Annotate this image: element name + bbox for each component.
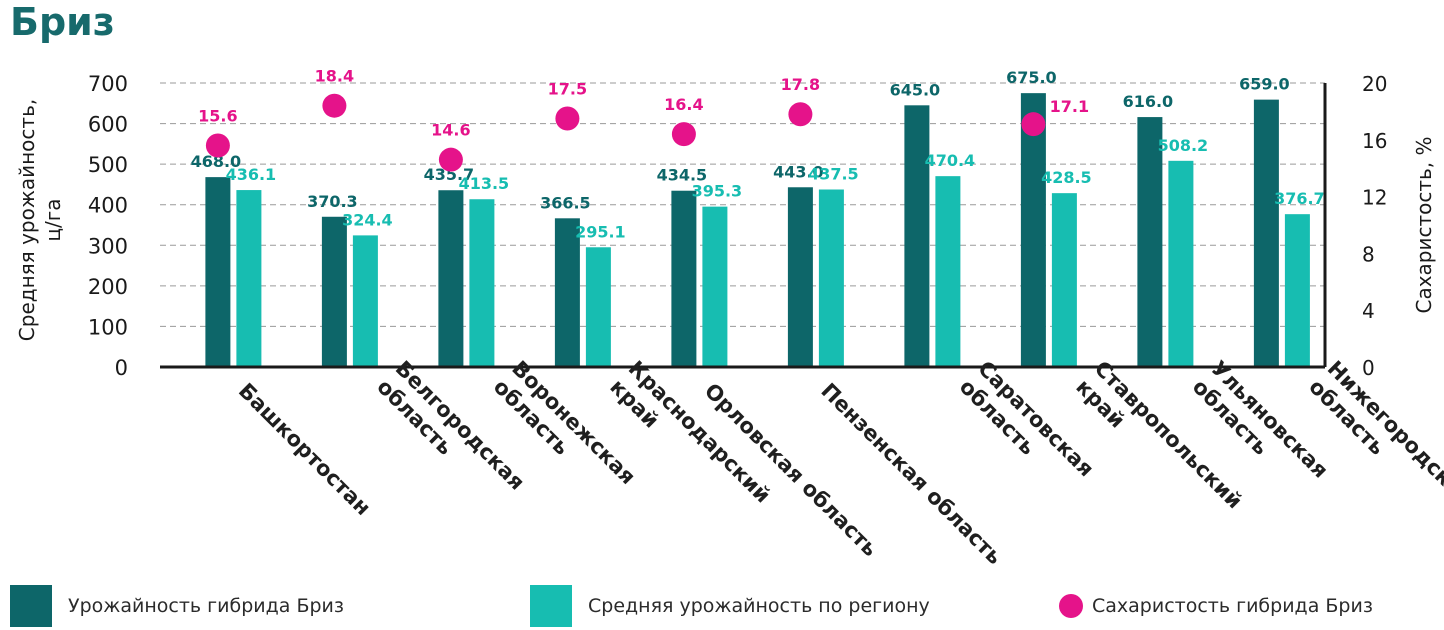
- data-label-sugar-7: 17.1: [1050, 97, 1089, 116]
- data-label-region-3: 295.1: [575, 222, 626, 241]
- y-right-tick-label-8: 8: [1362, 242, 1375, 266]
- x-tick-label-line: Башкортостан: [234, 379, 375, 520]
- data-label-hybrid-8: 616.0: [1123, 92, 1174, 111]
- data-label-hybrid-3: 366.5: [540, 193, 591, 212]
- bar-hybrid-7: [1020, 93, 1046, 368]
- data-label-region-9: 376.7: [1274, 189, 1325, 208]
- legend-label-yield-hybrid: Урожайность гибрида Бриз: [68, 595, 344, 617]
- data-label-hybrid-9: 659.0: [1239, 75, 1290, 94]
- data-label-sugar-3: 17.5: [548, 80, 587, 99]
- sugar-point-5: [788, 102, 813, 127]
- legend-label-yield-region: Средняя урожайность по региону: [588, 595, 930, 617]
- data-label-sugar-1: 18.4: [315, 67, 354, 86]
- y-left-axis-title: Средняя урожайность, ц/га: [15, 99, 65, 341]
- bar-hybrid-3: [554, 218, 580, 367]
- x-tick-label-9: Нижегородскаяобласть: [1304, 356, 1444, 528]
- bar-hybrid-0: [205, 177, 231, 367]
- data-label-region-6: 470.4: [925, 151, 976, 170]
- data-label-region-0: 436.1: [226, 165, 277, 184]
- y-left-tick-label-400: 400: [88, 194, 128, 218]
- bar-hybrid-9: [1253, 99, 1279, 368]
- bar-region-6: [935, 176, 961, 367]
- legend-item-sugar-content: Сахаристость гибрида Бриз: [1050, 585, 1373, 627]
- chart-title: Бриз: [10, 0, 115, 44]
- data-label-region-8: 508.2: [1158, 136, 1209, 155]
- sugar-point-3: [555, 106, 580, 131]
- bar-hybrid-2: [438, 190, 464, 367]
- y-right-tick-label-20: 20: [1362, 72, 1387, 96]
- y-left-tick-label-600: 600: [88, 113, 128, 137]
- bar-region-4: [702, 206, 728, 367]
- bar-hybrid-1: [321, 216, 347, 367]
- y-right-tick-label-0: 0: [1362, 356, 1375, 380]
- y-right-tick-label-4: 4: [1362, 299, 1375, 323]
- data-label-region-1: 324.4: [342, 210, 393, 229]
- data-label-region-4: 395.3: [692, 182, 743, 201]
- bar-region-3: [585, 247, 611, 367]
- legend-swatch-yield-hybrid: [10, 585, 52, 627]
- data-label-sugar-5: 17.8: [781, 75, 820, 94]
- legend-label-sugar-content: Сахаристость гибрида Бриз: [1092, 595, 1373, 617]
- y-left-tick-label-300: 300: [88, 234, 128, 258]
- sugar-point-2: [438, 147, 463, 172]
- data-label-sugar-0: 15.6: [198, 106, 237, 125]
- y-left-tick-label-100: 100: [88, 315, 128, 339]
- x-tick-label-6: Саратовскаяобласть: [955, 356, 1099, 500]
- sugar-point-0: [205, 133, 230, 158]
- bar-region-0: [236, 190, 262, 367]
- y-left-tick-label-500: 500: [88, 153, 128, 177]
- data-label-region-5: 437.5: [808, 165, 859, 184]
- data-label-hybrid-5: 443.0: [773, 162, 824, 181]
- sugar-point-7: [1021, 112, 1046, 137]
- x-tick-label-0: Башкортостан: [234, 379, 375, 520]
- bar-hybrid-6: [904, 105, 930, 368]
- bar-hybrid-5: [787, 187, 813, 367]
- data-label-sugar-4: 16.4: [664, 95, 703, 114]
- data-label-hybrid-0: 468.0: [191, 152, 242, 171]
- y-left-tick-label-700: 700: [88, 72, 128, 96]
- sugar-point-4: [671, 122, 696, 147]
- bar-region-9: [1284, 214, 1310, 367]
- y-left-axis-title-line: ц/га: [41, 198, 65, 241]
- data-label-hybrid-1: 370.3: [307, 192, 358, 211]
- legend-swatch-yield-region: [530, 585, 572, 627]
- x-tick-label-line: Нижегородская: [1323, 356, 1444, 510]
- bar-region-2: [469, 199, 495, 367]
- y-left-tick-label-0: 0: [115, 356, 128, 380]
- bar-region-8: [1168, 160, 1194, 367]
- data-label-region-2: 413.5: [459, 174, 510, 193]
- y-left-tick-label-200: 200: [88, 275, 128, 299]
- sugar-point-1: [322, 93, 347, 118]
- y-right-axis-title: Сахаристость, %: [1412, 136, 1436, 313]
- legend-item-yield-hybrid: Урожайность гибрида Бриз: [10, 585, 344, 627]
- data-label-hybrid-7: 675.0: [1006, 68, 1057, 87]
- bar-hybrid-4: [671, 190, 697, 367]
- data-label-region-7: 428.5: [1041, 168, 1092, 187]
- legend-item-yield-region: Средняя урожайность по региону: [530, 585, 930, 627]
- data-label-hybrid-4: 434.5: [657, 166, 708, 185]
- data-label-sugar-2: 14.6: [431, 121, 470, 140]
- bar-region-5: [818, 189, 844, 367]
- y-right-tick-label-16: 16: [1362, 129, 1387, 153]
- data-label-hybrid-6: 645.0: [890, 80, 941, 99]
- chart-plot: 0 100 200 300 400 500 600 700 0 4 8 12 16 20 Средняя у…: [15, 67, 1444, 569]
- bar-region-1: [352, 235, 378, 367]
- legend-dot-sugar-content: [1059, 594, 1083, 618]
- bar-region-7: [1051, 193, 1077, 367]
- y-left-axis-title-line: Средняя урожайность,: [15, 99, 39, 341]
- bar-hybrid-8: [1137, 117, 1163, 367]
- data-label-hybrid-2: 435.7: [424, 165, 475, 184]
- y-right-tick-label-12: 12: [1362, 186, 1387, 210]
